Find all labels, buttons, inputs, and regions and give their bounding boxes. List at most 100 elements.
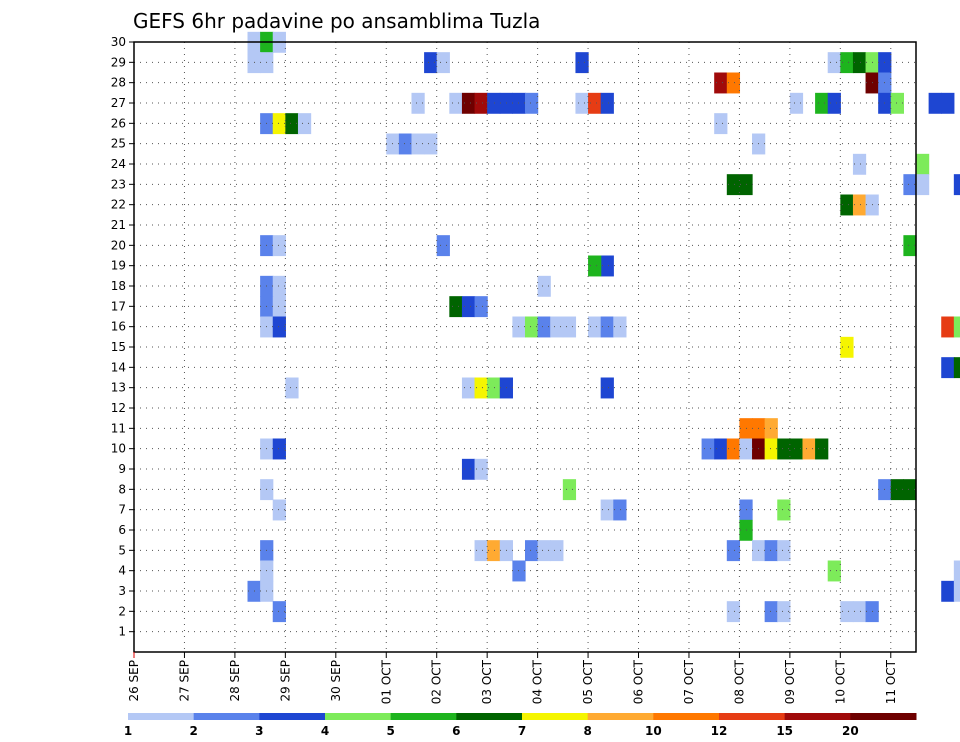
heatmap-cell (272, 438, 286, 460)
y-tick-label: 17 (111, 299, 126, 313)
x-tick-label: 11 OCT (884, 659, 898, 704)
colorbar-segment (653, 713, 720, 720)
y-tick-label: 20 (111, 238, 126, 252)
colorbar-label: 6 (452, 724, 460, 738)
heatmap-cell (398, 133, 413, 155)
heatmap-cell (449, 92, 463, 114)
y-axis: 1234567891011121314151617181920212223242… (111, 35, 134, 639)
x-tick-label: 28 SEP (228, 660, 242, 702)
heatmap-cell (272, 113, 286, 135)
colorbar-segment (587, 713, 654, 720)
heatmap-cell (764, 601, 778, 623)
x-tick-label: 04 OCT (531, 659, 545, 704)
heatmap-cell (714, 72, 728, 94)
x-tick-label: 26 SEP (127, 660, 141, 702)
y-tick-label: 9 (118, 462, 126, 476)
heatmap-cell (474, 296, 488, 318)
heatmap-cell (600, 377, 614, 399)
heatmap-cell (815, 438, 829, 460)
x-tick-label: 29 SEP (278, 660, 292, 702)
y-tick-label: 13 (111, 381, 126, 395)
x-tick-label: 07 OCT (682, 659, 696, 704)
heatmap-cell (777, 540, 791, 562)
x-tick-label: 27 SEP (177, 660, 191, 702)
colorbar-segment (193, 713, 260, 720)
heatmap-cell (613, 316, 627, 338)
heatmap-cell (411, 92, 425, 114)
heatmap-cell (840, 601, 854, 623)
colorbar-segment (128, 713, 195, 720)
heatmap-cell (424, 133, 438, 155)
heatmap-cell (840, 52, 854, 74)
y-tick-label: 16 (111, 320, 126, 334)
x-tick-label: 02 OCT (430, 659, 444, 704)
heatmap-cell (461, 458, 476, 480)
colorbar-segment (784, 713, 851, 720)
heatmap-cell (487, 92, 501, 114)
heatmap-cell (285, 377, 299, 399)
colorbar-segment (456, 713, 523, 720)
chart-title: GEFS 6hr padavine po ansamblima Tuzla (133, 9, 540, 33)
y-tick-label: 8 (118, 482, 126, 496)
heatmap-cell (272, 235, 286, 257)
heatmap-cell (777, 499, 791, 521)
heatmap-cell (714, 438, 728, 460)
y-tick-label: 5 (118, 543, 126, 557)
heatmap-cell (600, 316, 614, 338)
heatmap-cell (903, 479, 917, 501)
heatmap-cell (600, 255, 614, 277)
colorbar-label: 8 (583, 724, 591, 738)
heatmap-cell (701, 438, 715, 460)
heatmap-cell (890, 479, 904, 501)
heatmap-cell (714, 113, 728, 135)
heatmap-cell (562, 479, 577, 501)
heatmap-cell (815, 92, 829, 114)
x-tick-label: 30 SEP (329, 660, 343, 702)
heatmap-cell (941, 580, 955, 602)
colorbar-label: 12 (711, 724, 728, 738)
heatmap-cell (802, 438, 816, 460)
y-tick-label: 22 (111, 198, 126, 212)
heatmap-cell (726, 540, 741, 562)
heatmap-cell (852, 153, 867, 175)
heatmap-cell (525, 316, 539, 338)
heatmap-cell (436, 235, 450, 257)
heatmap-cell (575, 92, 589, 114)
heatmap-cell (953, 580, 960, 602)
heatmap-cell (916, 174, 930, 196)
heatmap-cell (852, 194, 867, 216)
heatmap-cell (953, 357, 960, 379)
heatmap-cell (562, 316, 577, 338)
heatmap-cell (953, 174, 960, 196)
x-tick-label: 01 OCT (379, 659, 393, 704)
heatmap-cell (789, 92, 804, 114)
y-tick-label: 23 (111, 177, 126, 191)
heatmap-cell (941, 316, 955, 338)
y-tick-label: 24 (111, 157, 126, 171)
y-tick-label: 14 (111, 360, 126, 374)
heatmap-cell (726, 72, 741, 94)
x-tick-label: 10 OCT (833, 659, 847, 704)
heatmap-cell (272, 316, 286, 338)
heatmap-cell (272, 601, 286, 623)
heatmap-cell (840, 336, 854, 358)
heatmap-cell (890, 92, 904, 114)
x-tick-label: 09 OCT (783, 659, 797, 704)
heatmap-cell (852, 52, 867, 74)
colorbar-segment (390, 713, 457, 720)
heatmap-cell (525, 92, 539, 114)
y-tick-label: 11 (111, 421, 126, 435)
heatmap-cell (726, 174, 741, 196)
colorbar: 1 2 3 4 5 6 7 8 10 12 15 20 (124, 713, 917, 738)
colorbar-label: 15 (776, 724, 793, 738)
heatmap-cell (588, 316, 602, 338)
heatmap-cell (461, 377, 476, 399)
heatmap-cell (852, 601, 867, 623)
heatmap-cell (474, 540, 488, 562)
colorbar-label: 7 (518, 724, 526, 738)
heatmap-cell (764, 540, 778, 562)
y-tick-label: 25 (111, 137, 126, 151)
heatmap-cell (487, 377, 501, 399)
x-tick-label: 03 OCT (480, 659, 494, 704)
heatmap-cell (827, 560, 841, 582)
